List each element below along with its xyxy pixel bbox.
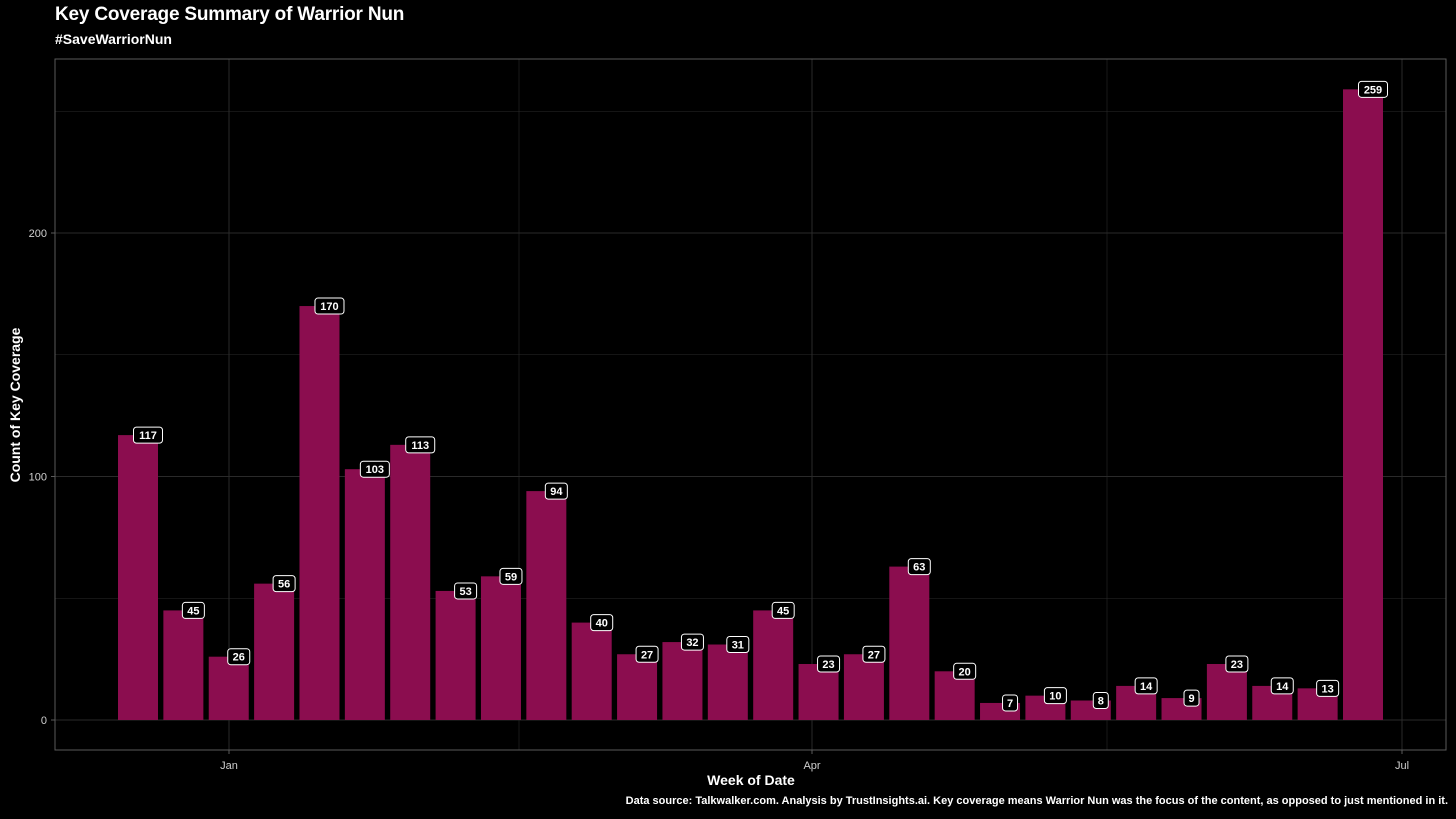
bar-value-label: 9 xyxy=(1188,693,1194,705)
bar-label-box xyxy=(1092,692,1109,710)
chart-subtitle: #SaveWarriorNun xyxy=(55,31,172,47)
bar xyxy=(254,583,295,720)
bar-label-box xyxy=(1358,80,1388,98)
bar-label-box xyxy=(314,297,345,315)
bar-label-box xyxy=(590,614,614,632)
bar-value-label: 31 xyxy=(732,640,744,652)
bar xyxy=(1206,663,1247,720)
bar-label-box xyxy=(817,655,841,673)
bar-label-box xyxy=(133,426,163,444)
bar xyxy=(118,435,158,720)
bar xyxy=(707,644,748,720)
chart-caption: Data source: Talkwalker.com. Analysis by… xyxy=(625,795,1448,807)
bar-label-box xyxy=(181,601,205,619)
bar-value-label: 23 xyxy=(1231,659,1243,671)
bar-value-label: 14 xyxy=(1276,681,1289,693)
bar-label-box xyxy=(635,645,659,663)
bar-value-label: 13 xyxy=(1322,683,1334,695)
bar xyxy=(163,610,204,720)
bar-value-label: 63 xyxy=(913,562,925,574)
bar-value-label: 53 xyxy=(459,586,471,598)
bar-label-box xyxy=(953,662,977,680)
bar-value-label: 259 xyxy=(1364,84,1382,96)
bar-value-label: 94 xyxy=(550,486,563,498)
bar xyxy=(798,663,839,720)
y-tick-label: 200 xyxy=(29,228,47,240)
bar xyxy=(889,566,930,720)
bar xyxy=(208,656,249,720)
bar-label-box xyxy=(771,601,795,619)
bar-label-box xyxy=(454,582,478,600)
axis-ticks: 0 100 200 Jan Apr Jul xyxy=(29,228,1409,772)
bar-value-label: 117 xyxy=(139,430,157,442)
bar-label-box xyxy=(680,633,704,651)
bar-label-box xyxy=(862,645,886,663)
bar xyxy=(1343,89,1383,720)
bar-label-box xyxy=(907,558,931,576)
x-tick-label: Jul xyxy=(1395,760,1409,772)
x-axis-title: Week of Date xyxy=(707,772,795,788)
x-tick-label: Jan xyxy=(220,760,238,772)
bar-value-label: 27 xyxy=(868,649,880,661)
bar-label-box xyxy=(544,482,568,500)
y-tick-label: 0 xyxy=(41,715,47,727)
bar-value-label: 26 xyxy=(233,652,245,664)
bar xyxy=(526,491,567,720)
bar-value-label: 56 xyxy=(278,579,290,591)
bar-value-label: 7 xyxy=(1007,698,1013,710)
chart-title: Key Coverage Summary of Warrior Nun xyxy=(55,4,405,25)
y-tick-label: 100 xyxy=(29,472,47,484)
bar-label-box xyxy=(1270,677,1294,695)
bar xyxy=(843,654,884,720)
bar-label-box xyxy=(499,567,523,585)
bar-value-label: 113 xyxy=(411,440,429,452)
bar xyxy=(390,444,431,720)
bar-value-label: 45 xyxy=(777,605,789,617)
bar-label-box xyxy=(359,460,390,478)
bar-label-box xyxy=(1002,694,1019,712)
bar-value-label: 32 xyxy=(686,637,698,649)
bar-value-label: 27 xyxy=(641,649,653,661)
bar xyxy=(571,622,612,720)
bar xyxy=(299,306,340,720)
bar-label-box xyxy=(1134,677,1158,695)
bar-label-box xyxy=(1316,679,1340,697)
x-tick-label: Apr xyxy=(803,760,820,772)
bar-value-label: 45 xyxy=(187,605,199,617)
bar-label-box xyxy=(1225,655,1249,673)
y-axis-title: Count of Key Coverage xyxy=(7,327,23,483)
bar-value-label: 23 xyxy=(822,659,834,671)
bar-label-box xyxy=(405,436,436,454)
bar-value-label: 103 xyxy=(366,464,384,476)
bar-label-box xyxy=(726,636,750,654)
bar-label-box xyxy=(272,575,296,593)
bar-label-box xyxy=(227,648,251,666)
plot-panel-border xyxy=(54,58,1447,751)
bar xyxy=(344,469,385,720)
bar-label-box xyxy=(1183,689,1200,707)
bar xyxy=(435,590,476,720)
bar xyxy=(753,610,794,720)
bar-value-label: 40 xyxy=(596,618,608,630)
bar-value-label: 59 xyxy=(505,571,517,583)
bar xyxy=(662,642,703,720)
bar-value-label: 10 xyxy=(1049,691,1061,703)
bar-label-box xyxy=(1043,687,1067,705)
bar-value-label: 14 xyxy=(1140,681,1153,693)
bar-value-label: 170 xyxy=(320,301,338,313)
bar xyxy=(480,576,521,720)
bars xyxy=(118,89,1383,720)
bar-value-label: 20 xyxy=(959,666,971,678)
bar xyxy=(617,654,658,720)
bar-value-label: 8 xyxy=(1098,696,1104,708)
bar-labels: 117 45 26 56 170 103 113 53 59 94 40 27 32 31 45 23 27 63… xyxy=(133,80,1388,712)
